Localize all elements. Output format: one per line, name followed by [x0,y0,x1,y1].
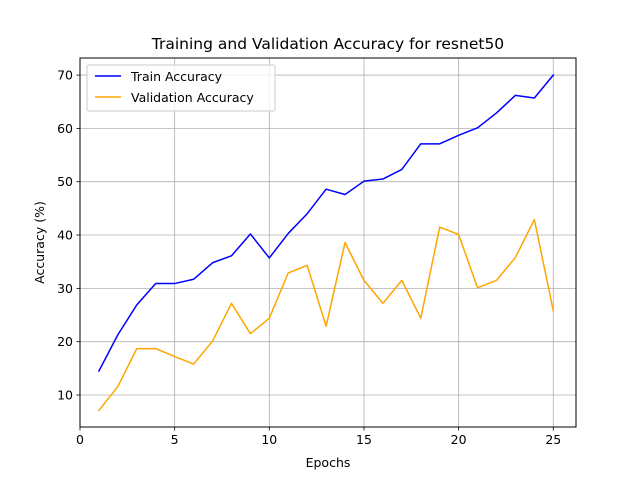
x-tick-label: 15 [356,432,372,447]
y-tick-label: 30 [57,281,73,296]
tick-layer: 0 5 10 15 20 25 10 20 30 40 50 60 70 [57,68,561,447]
x-tick-label: 0 [76,432,84,447]
legend-label-validation: Validation Accuracy [131,90,254,105]
x-tick-label: 10 [261,432,277,447]
series-line-validation [97,218,555,412]
x-tick-label: 25 [545,432,561,447]
x-axis-label: Epochs [306,455,351,470]
x-tick-label: 5 [171,432,179,447]
legend-box [86,64,276,112]
y-tick-label: 50 [57,174,73,189]
y-tick-label: 10 [57,388,73,403]
grid-layer [79,58,576,427]
x-tick-label: 20 [451,432,467,447]
plot-area-frame [79,57,577,428]
series-line-train [97,74,555,373]
y-tick-label: 20 [57,334,73,349]
chart-title: Training and Validation Accuracy for res… [151,35,504,53]
y-tick-label: 60 [57,121,73,136]
legend-label-train: Train Accuracy [130,69,223,84]
y-axis-label: Accuracy (%) [32,201,47,284]
y-tick-label: 70 [57,68,73,83]
y-tick-label: 40 [57,228,73,243]
legend: Train Accuracy Validation Accuracy [86,64,276,112]
series-layer [97,74,555,412]
